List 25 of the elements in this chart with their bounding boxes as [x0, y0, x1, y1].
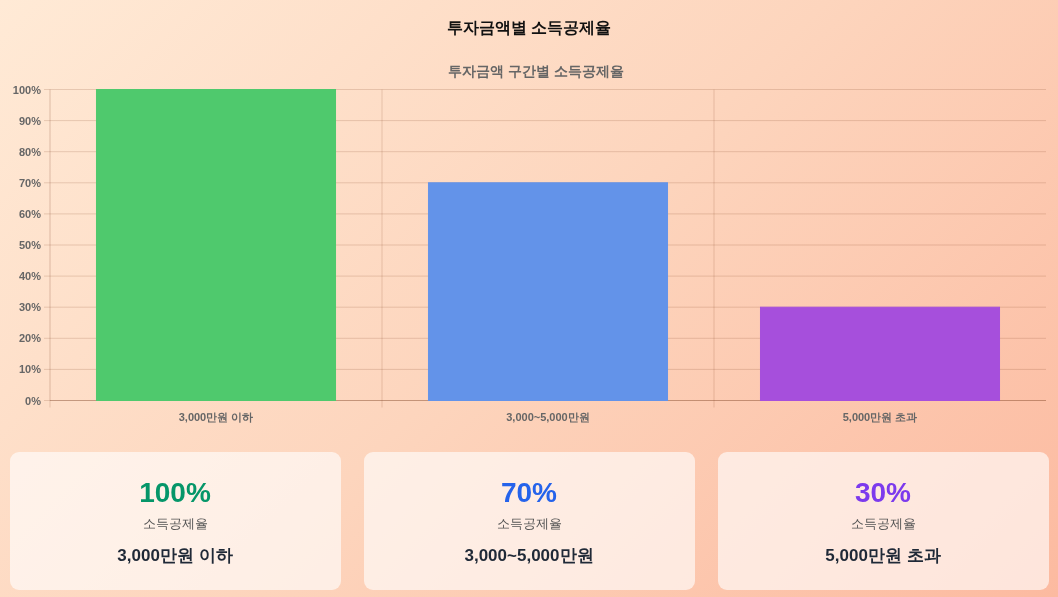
xtick-label: 3,000~5,000만원	[506, 410, 590, 423]
ytick-label: 70%	[18, 176, 41, 189]
card-label: 소득공제율	[850, 515, 916, 533]
subtitle: 투자금액 구간별 소득공제율	[448, 63, 624, 79]
ytick-label: 0%	[25, 394, 41, 407]
card-category: 5,000만원 초과	[825, 545, 941, 567]
ytick-label: 10%	[18, 363, 41, 376]
ytick-label: 40%	[18, 270, 41, 283]
xtick-label: 5,000만원 초과	[842, 410, 918, 423]
card-category: 3,000~5,000만원	[464, 545, 594, 567]
ytick-label: 100%	[12, 83, 41, 96]
card-category: 3,000만원 이하	[117, 545, 233, 567]
xtick-label: 3,000만원 이하	[178, 410, 254, 423]
card-value: 70%	[501, 476, 557, 510]
card-value: 100%	[139, 476, 211, 510]
card-label: 소득공제율	[496, 515, 562, 533]
ytick-label: 60%	[18, 207, 41, 220]
card-label: 소득공제율	[142, 515, 208, 533]
ytick-label: 90%	[18, 114, 41, 127]
title: 투자금액별 소득공제율	[446, 19, 612, 36]
ytick-label: 30%	[18, 301, 41, 314]
ytick-label: 80%	[18, 145, 41, 158]
ytick-label: 20%	[18, 332, 41, 345]
ytick-label: 50%	[18, 239, 41, 251]
card-value: 30%	[855, 476, 911, 510]
